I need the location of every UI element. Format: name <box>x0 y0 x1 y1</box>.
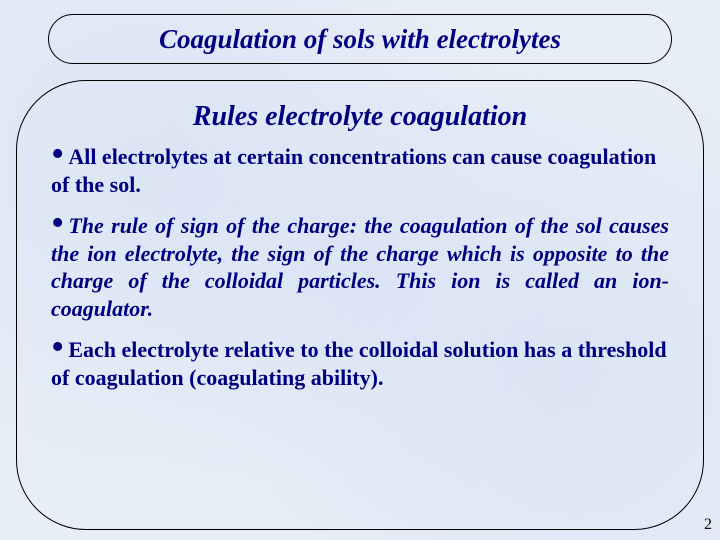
bullet-1: •All electrolytes at certain concentrati… <box>51 143 669 198</box>
bullet-3-text: Each electrolyte relative to the colloid… <box>51 337 667 390</box>
title-box: Coagulation of sols with electrolytes <box>48 14 672 64</box>
content-subtitle: Rules electrolyte coagulation <box>51 101 669 133</box>
content-box: Rules electrolyte coagulation •All elect… <box>16 80 704 530</box>
slide-title: Coagulation of sols with electrolytes <box>159 24 561 55</box>
bullet-2-rule-label: The rule of sign of the charge: <box>68 213 357 238</box>
bullet-3: •Each electrolyte relative to the colloi… <box>51 336 669 391</box>
bullet-1-text: All electrolytes at certain concentratio… <box>51 144 656 197</box>
bullet-2: •The rule of sign of the charge: the coa… <box>51 212 669 322</box>
page-number: 2 <box>704 516 712 534</box>
